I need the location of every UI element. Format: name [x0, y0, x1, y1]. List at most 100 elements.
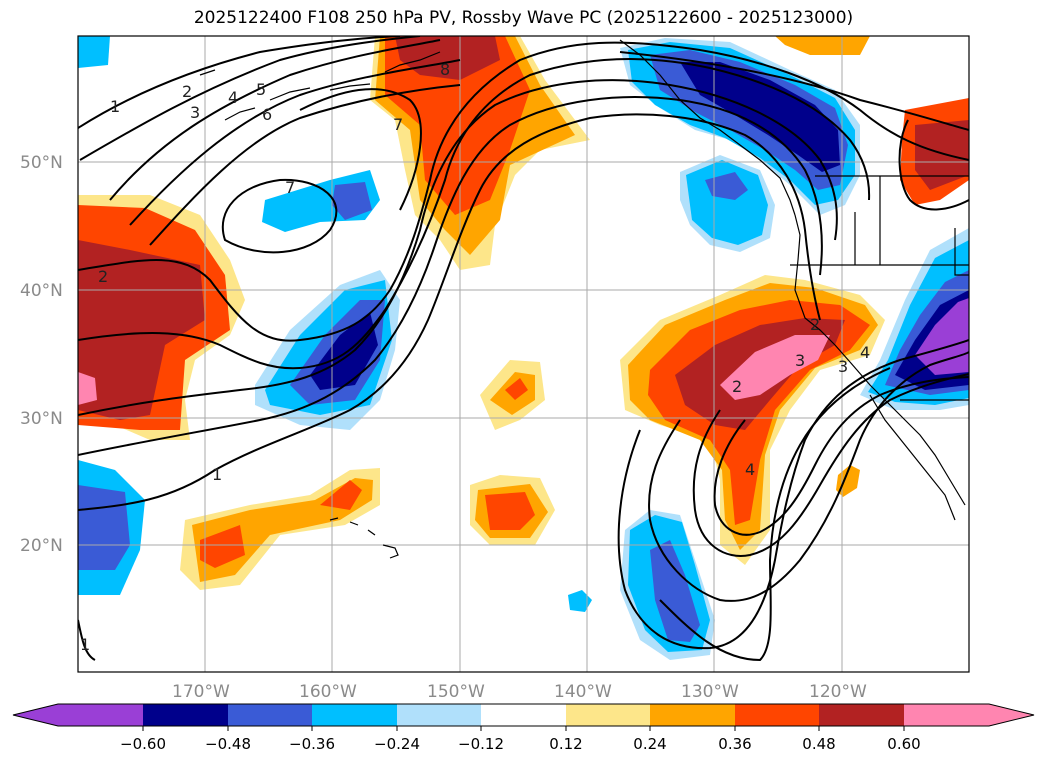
contour-label-4: 4 — [228, 88, 238, 107]
contour-label-3c: 3 — [795, 351, 805, 370]
map-plot-area: 1 2 3 4 5 6 7 8 7 2 1 1 2 3 4 2 3 4 — [78, 36, 969, 672]
colorbar-tick-labels: −0.60 −0.48 −0.36 −0.24 −0.12 0.12 0.24 … — [120, 735, 921, 753]
contour-label-2d: 2 — [810, 315, 820, 334]
bc-coast — [794, 214, 966, 506]
contour-4 — [129, 59, 461, 226]
colorbar-extend-right — [989, 704, 1034, 726]
contour-1-west — [78, 36, 401, 129]
positive-anomaly-topright — [775, 36, 870, 55]
positive-anomaly-small-1-red — [505, 378, 528, 400]
colorbar-bin-1 — [58, 704, 143, 726]
lat-label-40n: 40°N — [20, 281, 63, 301]
contour-7-loop — [221, 178, 338, 254]
colorbar-label-neg024: −0.24 — [374, 735, 420, 753]
contour-ridge-5 — [78, 113, 821, 511]
colorbar-bin-11 — [904, 704, 989, 726]
contour-7-big — [299, 88, 422, 211]
colorbar-bin-10 — [819, 704, 904, 726]
contour-label-6: 6 — [262, 105, 272, 124]
contour-label-8: 8 — [440, 60, 450, 79]
hawaii-islands — [329, 517, 399, 559]
longitude-labels: 170°W 160°W 150°W 140°W 130°W 120°W — [172, 682, 867, 702]
colorbar-bin-7 — [566, 704, 650, 726]
contour-label-3: 3 — [190, 103, 200, 122]
lon-label-170w: 170°W — [172, 682, 230, 702]
contour-label-7: 7 — [393, 115, 403, 134]
colorbar-bin-6 — [481, 704, 566, 726]
contour-label-5: 5 — [256, 80, 266, 99]
contour-label-2b: 2 — [98, 267, 108, 286]
latitude-labels: 50°N 40°N 30°N 20°N — [20, 153, 63, 556]
lon-label-160w: 160°W — [299, 682, 357, 702]
contour-east-top — [619, 51, 969, 131]
positive-anomaly-east-central-peak — [720, 335, 830, 400]
contour-east-loop — [898, 119, 969, 211]
negative-anomaly-bc-blue — [705, 172, 748, 200]
contour-label-7b: 7 — [285, 178, 295, 197]
graticule — [78, 36, 969, 672]
colorbar-label-048: 0.48 — [802, 735, 835, 753]
colorbar-bin-8 — [650, 704, 735, 726]
contour-label-1c: 1 — [80, 635, 90, 654]
contour-labels: 1 2 3 4 5 6 7 8 7 2 1 1 2 3 4 2 3 4 — [80, 60, 870, 654]
negative-anomaly-central-north-core — [332, 182, 372, 220]
contour-label-1: 1 — [110, 97, 120, 116]
contour-ridge-1 — [78, 41, 969, 342]
colorbar-label-060: 0.60 — [887, 735, 920, 753]
positive-anomaly-west-inner — [78, 240, 205, 420]
colorbar-label-neg060: −0.60 — [120, 735, 166, 753]
baja-peninsula — [869, 394, 956, 521]
aleutian-islands — [199, 51, 441, 121]
contour-5 — [149, 84, 461, 246]
pv-anomaly-shading — [78, 36, 969, 660]
lon-label-140w: 140°W — [554, 682, 612, 702]
lon-label-150w: 150°W — [427, 682, 485, 702]
negative-anomaly-southwest-us-purple — [915, 298, 969, 375]
contour-label-3d: 3 — [838, 357, 848, 376]
contour-ridge-2 — [78, 58, 871, 370]
contour-trough-5 — [659, 367, 891, 662]
contour-2 — [79, 36, 421, 161]
lon-label-120w: 120°W — [809, 682, 867, 702]
colorbar-bins — [13, 704, 1034, 726]
contour-label-2: 2 — [182, 82, 192, 101]
positive-anomaly-north-dark — [395, 36, 500, 80]
map-frame — [77, 35, 970, 673]
colorbar-bin-4 — [312, 704, 397, 726]
pv-contours — [78, 36, 969, 662]
negative-anomaly-central-navy — [310, 312, 378, 390]
colorbar-label-neg048: −0.48 — [205, 735, 251, 753]
colorbar-bin-3 — [228, 704, 312, 726]
positive-anomaly-east-core — [915, 120, 969, 190]
contour-label-4c: 4 — [745, 460, 755, 479]
positive-anomaly-west-peak — [78, 372, 97, 405]
contour-label-1b: 1 — [212, 465, 222, 484]
colorbar-outline — [12, 703, 1035, 727]
colorbar-ticks — [142, 726, 905, 731]
colorbar-bin-5 — [397, 704, 481, 726]
positive-anomaly-south-band-red-2 — [320, 480, 362, 510]
negative-anomaly-alaska-navy — [680, 62, 840, 172]
contour-3 — [109, 39, 441, 201]
negative-anomaly-southeast-blue — [650, 540, 700, 642]
map-title: 2025122400 F108 250 hPa PV, Rossby Wave … — [193, 8, 854, 28]
contour-trough-2 — [692, 373, 969, 557]
negative-anomaly-southwest-core — [78, 485, 130, 570]
contour-label-4d: 4 — [860, 343, 870, 362]
lat-label-30n: 30°N — [20, 409, 63, 429]
contour-trough-1 — [648, 351, 969, 602]
state-border-2 — [854, 176, 969, 276]
colorbar-bin-9 — [735, 704, 819, 726]
contour-trough-3 — [713, 376, 969, 536]
contour-ridge-3 — [78, 79, 838, 416]
colorbar-label-neg012: −0.12 — [458, 735, 504, 753]
colorbar-bin-2 — [143, 704, 228, 726]
positive-anomaly-small-2-red — [485, 492, 535, 530]
colorbar-label-012: 0.12 — [549, 735, 582, 753]
coastlines — [199, 39, 969, 559]
lat-label-50n: 50°N — [20, 153, 63, 173]
negative-anomaly-small-dot — [568, 590, 592, 612]
colorbar: −0.60 −0.48 −0.36 −0.24 −0.12 0.12 0.24 … — [12, 703, 1035, 753]
positive-anomaly-south-band-red — [200, 525, 245, 568]
